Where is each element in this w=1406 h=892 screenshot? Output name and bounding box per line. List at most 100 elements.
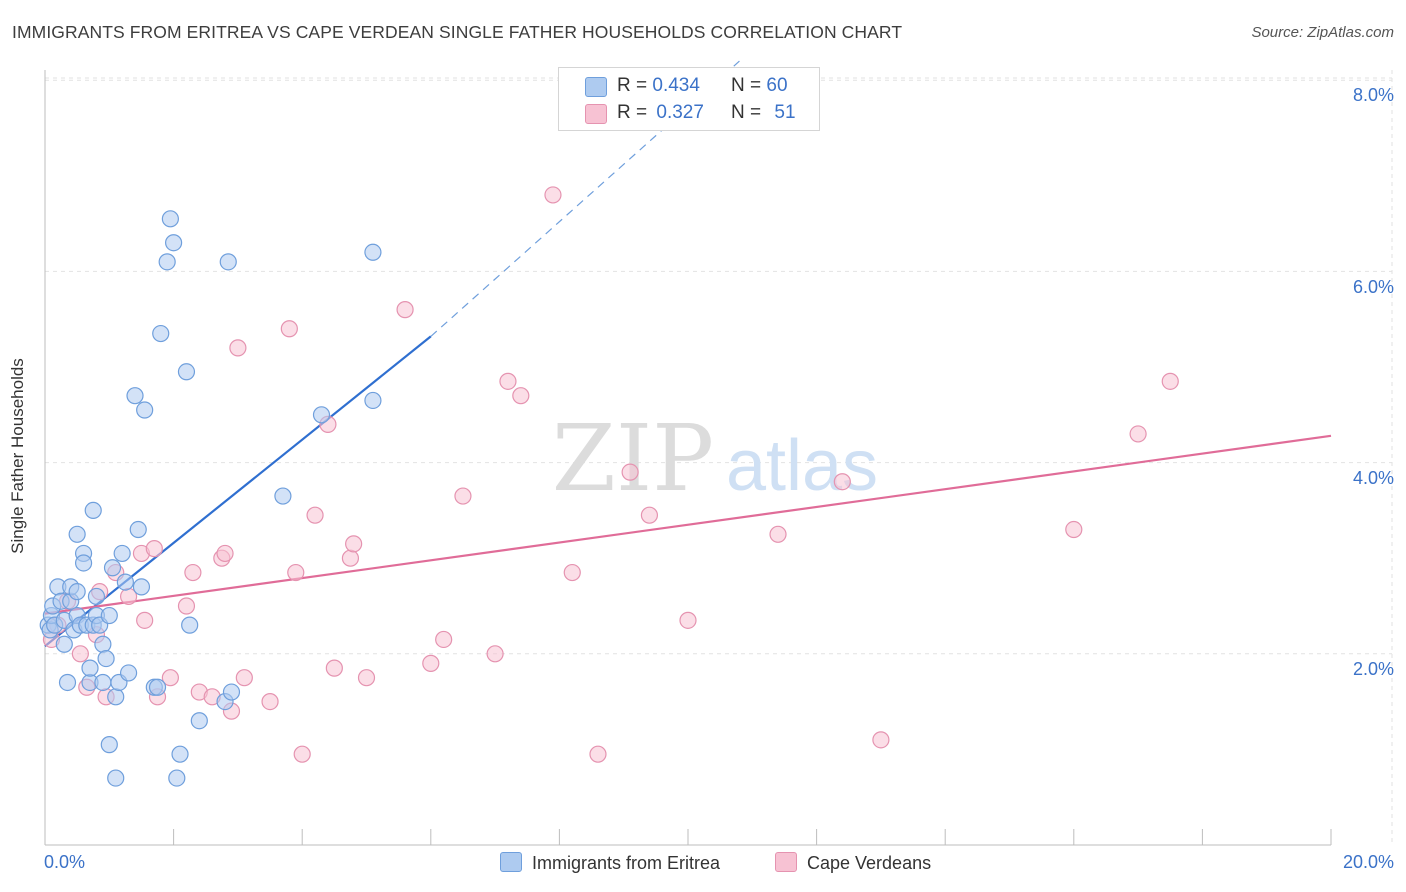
- point-eritrea-28: [94, 673, 112, 692]
- point-cape-verdeans-52: [1161, 372, 1179, 390]
- point-cape-verdeans-49: [872, 731, 890, 749]
- point-cape-verdeans-28: [306, 506, 324, 524]
- point-eritrea-25: [87, 587, 106, 606]
- point-cape-verdeans-46: [679, 611, 697, 629]
- point-cape-verdeans-27: [293, 745, 311, 763]
- point-eritrea-31: [100, 736, 118, 754]
- y-tick-label-4: 4.0%: [1352, 468, 1394, 488]
- point-eritrea-32: [103, 559, 122, 577]
- point-eritrea-52: [181, 616, 199, 634]
- point-cape-verdeans-14: [161, 669, 179, 687]
- chart-title: IMMIGRANTS FROM ERITREA VS CAPE VERDEAN …: [12, 22, 903, 42]
- y-tick-label-6: 6.0%: [1352, 277, 1394, 297]
- point-eritrea-55: [219, 253, 237, 271]
- point-cape-verdeans-32: [345, 535, 363, 553]
- legend-item-eritrea: Immigrants from Eritrea: [500, 852, 720, 874]
- axes: [44, 70, 1332, 846]
- point-cape-verdeans-35: [422, 654, 440, 672]
- point-eritrea-29: [97, 649, 115, 668]
- legend-n-value-2: 51: [774, 102, 796, 123]
- point-cape-verdeans-36: [435, 630, 453, 649]
- point-eritrea-40: [129, 520, 147, 539]
- watermark-zip: ZIP: [552, 405, 714, 512]
- point-cape-verdeans-34: [396, 301, 414, 319]
- x-tick-label-min: 0.0%: [44, 852, 86, 872]
- y-tick-label-8: 8.0%: [1352, 85, 1394, 105]
- point-eritrea-49: [168, 769, 186, 787]
- point-cape-verdeans-24: [261, 692, 279, 711]
- point-cape-verdeans-44: [621, 463, 639, 481]
- point-eritrea-44: [148, 678, 167, 696]
- point-eritrea-59: [364, 391, 382, 410]
- point-eritrea-30: [100, 606, 118, 625]
- point-cape-verdeans-25: [280, 320, 298, 338]
- point-eritrea-41: [132, 578, 151, 596]
- legend-r-1: R = 0.434: [617, 75, 700, 96]
- point-cape-verdeans-15: [177, 597, 196, 615]
- legend-label-eritrea: Immigrants from Eritrea: [532, 853, 721, 873]
- point-eritrea-42: [136, 401, 154, 419]
- legend-r-2: R = 0.327: [617, 102, 704, 123]
- point-eritrea-21: [81, 659, 99, 677]
- point-cape-verdeans-30: [325, 659, 343, 677]
- point-eritrea-53: [190, 712, 208, 730]
- point-cape-verdeans-37: [454, 487, 472, 505]
- legend-swatch-cape-verdeans: [775, 852, 797, 872]
- point-eritrea-58: [312, 406, 331, 424]
- point-cape-verdeans-16: [184, 563, 202, 582]
- point-cape-verdeans-23: [235, 669, 253, 687]
- point-cape-verdeans-11: [136, 611, 154, 629]
- point-eritrea-15: [68, 525, 86, 543]
- point-eritrea-22: [84, 501, 102, 519]
- trend-lines: [44, 60, 1332, 648]
- point-eritrea-46: [158, 253, 176, 271]
- point-eritrea-37: [116, 573, 134, 591]
- point-cape-verdeans-33: [357, 669, 376, 687]
- point-eritrea-7: [55, 635, 73, 653]
- point-eritrea-47: [161, 210, 179, 228]
- point-cape-verdeans-31: [341, 549, 360, 567]
- point-eritrea-38: [119, 664, 138, 682]
- point-cape-verdeans-22: [229, 339, 247, 357]
- point-eritrea-39: [126, 387, 144, 405]
- point-eritrea-33: [107, 688, 125, 706]
- legend-swatch-pink: [585, 104, 607, 124]
- point-eritrea-27: [94, 635, 112, 653]
- legend-n-value-1: 60: [766, 75, 788, 96]
- point-cape-verdeans-51: [1129, 425, 1147, 443]
- legend-swatch-eritrea: [500, 852, 522, 872]
- point-eritrea-56: [222, 683, 241, 701]
- legend-n-1: N = 60: [731, 75, 788, 96]
- point-cape-verdeans-47: [769, 525, 787, 543]
- legend-swatch-blue: [585, 77, 607, 97]
- trend-line-eritrea: [44, 335, 432, 648]
- point-cape-verdeans-42: [563, 563, 581, 582]
- point-cape-verdeans-39: [499, 372, 517, 390]
- point-cape-verdeans-26: [287, 563, 305, 582]
- point-cape-verdeans-43: [589, 745, 607, 763]
- series-immigrants-from-eritrea: [39, 210, 382, 787]
- watermark-atlas: atlas: [726, 426, 878, 506]
- y-axis-label: Single Father Households: [8, 358, 27, 554]
- legend-r-value-1: 0.434: [652, 75, 700, 96]
- point-cape-verdeans-41: [544, 186, 562, 204]
- point-cape-verdeans-50: [1065, 520, 1083, 539]
- point-eritrea-34: [107, 769, 125, 787]
- point-cape-verdeans-12: [145, 540, 163, 558]
- point-eritrea-9: [58, 673, 77, 692]
- point-eritrea-45: [152, 324, 170, 343]
- point-cape-verdeans-38: [486, 645, 504, 663]
- point-cape-verdeans-48: [833, 473, 851, 491]
- point-cape-verdeans-3: [71, 645, 89, 663]
- point-eritrea-13: [68, 583, 86, 601]
- legend-label-cape-verdeans: Cape Verdeans: [807, 853, 932, 873]
- point-cape-verdeans-20: [216, 544, 234, 563]
- point-eritrea-57: [274, 487, 292, 505]
- point-eritrea-48: [165, 234, 183, 252]
- watermark: ZIP atlas: [552, 405, 878, 512]
- source-credit: Source: ZipAtlas.com: [1251, 24, 1394, 41]
- legend-item-cape-verdeans: Cape Verdeans: [775, 852, 931, 874]
- point-eritrea-18: [74, 554, 93, 572]
- point-cape-verdeans-45: [640, 506, 659, 524]
